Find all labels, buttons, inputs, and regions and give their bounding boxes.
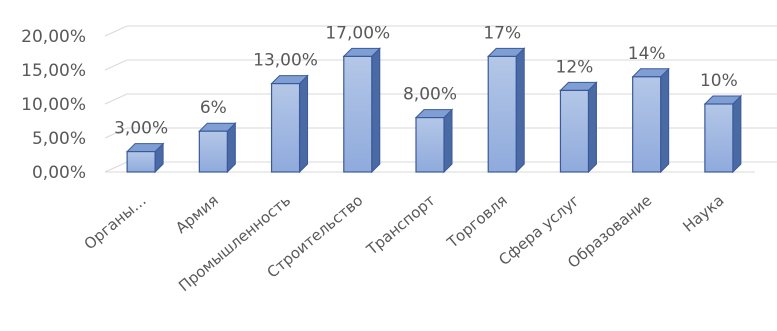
x-category-label: Торговля	[443, 191, 511, 252]
data-label: 14%	[628, 44, 666, 64]
bar-side	[299, 74, 309, 174]
bar	[270, 74, 309, 174]
y-tick-label: 10,00%	[21, 95, 86, 115]
bar-front	[632, 76, 662, 173]
data-label: 17,00%	[325, 23, 390, 43]
bar-front	[343, 55, 373, 173]
x-category-label: Транспорт	[363, 191, 439, 259]
bar-front	[415, 116, 445, 173]
bar	[125, 142, 165, 174]
x-category-label: Наука	[679, 191, 727, 235]
y-tick-label: 0,00%	[32, 163, 86, 183]
gridline	[104, 25, 777, 37]
y-tick-label: 5,00%	[32, 129, 86, 149]
y-tick-label: 20,00%	[21, 27, 86, 47]
bar	[703, 94, 743, 174]
data-label: 6%	[200, 98, 227, 118]
data-label: 8,00%	[403, 85, 457, 105]
bar-side	[732, 94, 742, 174]
bar-side	[660, 67, 670, 174]
bar-front	[704, 103, 734, 173]
data-label: 10%	[700, 71, 738, 91]
bar-front	[487, 55, 517, 173]
data-label: 17%	[483, 23, 521, 43]
x-category-label: Органы…	[81, 191, 150, 253]
x-category-label: Армия	[172, 191, 222, 237]
bar	[487, 47, 526, 174]
bar-side	[515, 47, 525, 174]
bar	[414, 108, 454, 174]
bar	[559, 81, 598, 174]
gridline	[104, 59, 777, 71]
bar-front	[270, 82, 301, 173]
bar	[198, 121, 237, 174]
bar	[631, 67, 670, 174]
bar-front	[126, 151, 156, 173]
data-label: 13,00%	[253, 51, 318, 71]
data-label: 3,00%	[114, 119, 168, 139]
bar-side	[587, 81, 597, 174]
y-tick-label: 15,00%	[21, 61, 86, 81]
data-label: 12%	[556, 57, 594, 77]
bar-front	[559, 89, 590, 173]
bar-front	[198, 130, 228, 173]
bar-side	[371, 47, 381, 174]
bar	[342, 47, 381, 174]
bar-side	[443, 108, 453, 174]
